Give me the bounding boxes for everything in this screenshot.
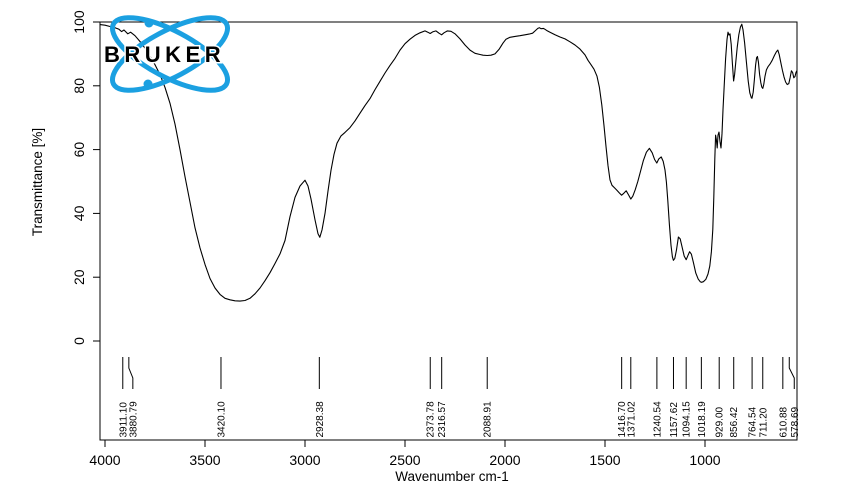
peak-wavenumber-label: 2316.57: [437, 401, 448, 438]
atom-orbit-icon: [109, 15, 231, 93]
peak-wavenumber-label: 711.20: [758, 407, 769, 437]
bruker-logo-text: BRUKER: [104, 42, 225, 67]
peak-wavenumber-label: 764.54: [748, 406, 759, 437]
x-tick-label: 1000: [689, 452, 720, 468]
peak-wavenumber-label: 3911.10: [118, 402, 129, 438]
atom-electron-icon: [143, 79, 153, 89]
y-tick-label: 0: [71, 337, 87, 345]
spectrum-curve: [99, 23, 798, 302]
peak-annotations: 3911.10 3880.79 3420.10 2928.38 2373.78 2316.…: [118, 357, 801, 438]
x-tick-label: 2500: [389, 452, 420, 468]
peak-wavenumber-label: 929.00: [715, 406, 726, 437]
x-tick-label: 3000: [289, 452, 320, 468]
y-axis-title: Transmittance [%]: [30, 128, 45, 236]
x-tick-label: 2000: [489, 452, 520, 468]
axis-frame: [99, 21, 798, 441]
x-tick-label: 3500: [189, 452, 220, 468]
peak-marker-line: [788, 357, 795, 389]
x-tick-label: 1500: [589, 452, 620, 468]
peak-wavenumber-label: 2373.78: [426, 401, 437, 438]
peak-wavenumber-label: 856.42: [729, 406, 740, 437]
peak-wavenumber-label: 578.69: [790, 406, 801, 437]
bruker-logo: BRUKER: [103, 15, 231, 93]
x-tick-label: 4000: [89, 452, 120, 468]
peak-wavenumber-label: 1240.54: [652, 401, 663, 438]
peak-wavenumber-label: 3420.10: [216, 401, 227, 438]
y-axis-ticks: 100 80 60 40 20 0: [71, 10, 100, 345]
peak-marker-line: [128, 357, 134, 389]
peak-wavenumber-label: 2928.38: [315, 401, 326, 438]
peak-wavenumber-label: 1094.15: [682, 401, 693, 438]
x-axis-title: Wavenumber cm-1: [395, 469, 509, 484]
atom-electron-icon: [144, 18, 154, 28]
x-axis-ticks: 4000 3500 3000 2500 2000 1500 1000: [89, 440, 721, 468]
peak-wavenumber-label: 1018.19: [697, 401, 708, 438]
y-tick-label: 40: [71, 205, 87, 221]
peak-wavenumber-label: 610.88: [778, 406, 789, 437]
peak-wavenumber-label: 2088.91: [483, 401, 494, 438]
y-tick-label: 100: [71, 10, 87, 34]
y-tick-label: 80: [71, 78, 87, 94]
peak-wavenumber-label: 1371.02: [626, 401, 637, 438]
plot-frame: [99, 21, 798, 441]
y-tick-label: 60: [71, 142, 87, 158]
peak-wavenumber-label: 1157.62: [669, 402, 680, 438]
peak-wavenumber-label: 1416.70: [617, 401, 628, 438]
peak-wavenumber-label: 3880.79: [128, 401, 139, 438]
y-tick-label: 20: [71, 269, 87, 285]
atom-orbit-icon: [109, 15, 231, 93]
